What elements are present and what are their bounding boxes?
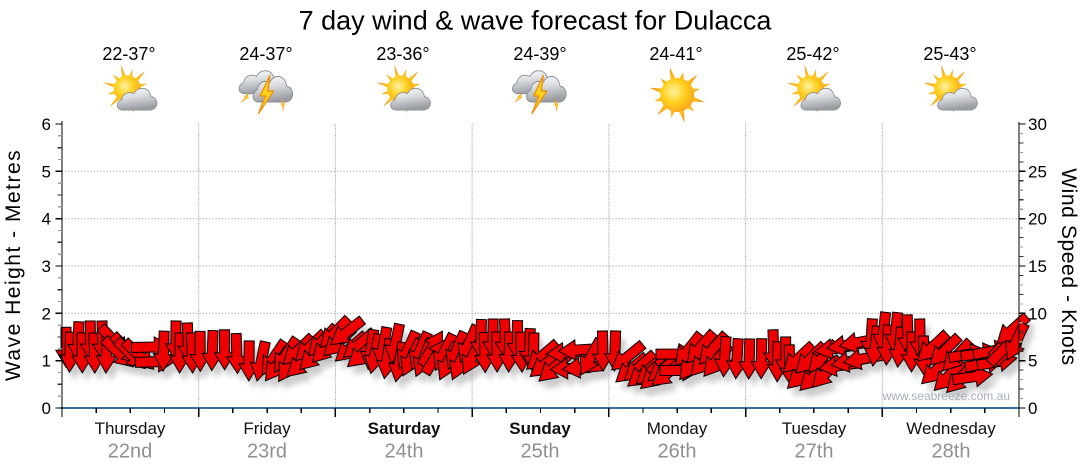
svg-text:7 day wind & wave forecast for: 7 day wind & wave forecast for Dulacca [299, 6, 773, 36]
svg-text:Tuesday: Tuesday [782, 419, 847, 438]
svg-text:24th: 24th [385, 441, 424, 463]
svg-text:30: 30 [1028, 115, 1047, 134]
svg-text:25th: 25th [521, 441, 560, 463]
svg-text:1: 1 [42, 352, 51, 371]
svg-text:22-37°: 22-37° [102, 44, 155, 64]
svg-text:25-43°: 25-43° [923, 44, 976, 64]
svg-text:22nd: 22nd [108, 441, 153, 463]
svg-text:Saturday: Saturday [368, 419, 441, 438]
svg-text:3: 3 [42, 257, 51, 276]
svg-text:24-41°: 24-41° [649, 44, 702, 64]
svg-text:2: 2 [42, 304, 51, 323]
svg-text:24-39°: 24-39° [513, 44, 566, 64]
svg-text:5: 5 [1028, 352, 1037, 371]
svg-text:Friday: Friday [243, 419, 291, 438]
svg-text:25: 25 [1028, 162, 1047, 181]
svg-text:27th: 27th [795, 441, 834, 463]
svg-text:Thursday: Thursday [95, 419, 166, 438]
svg-text:6: 6 [42, 115, 51, 134]
svg-text:28th: 28th [932, 441, 971, 463]
svg-text:15: 15 [1028, 257, 1047, 276]
svg-text:Wind Speed - Knots: Wind Speed - Knots [1057, 168, 1080, 366]
svg-text:Monday: Monday [647, 419, 708, 438]
svg-text:www.seabreeze.com.au: www.seabreeze.com.au [882, 389, 1010, 403]
svg-text:5: 5 [42, 162, 51, 181]
svg-text:Sunday: Sunday [509, 419, 571, 438]
svg-text:10: 10 [1028, 304, 1047, 323]
svg-text:0: 0 [42, 399, 51, 418]
svg-text:25-42°: 25-42° [786, 44, 839, 64]
svg-text:23rd: 23rd [247, 441, 287, 463]
svg-text:Wave Height - Metres: Wave Height - Metres [2, 149, 25, 381]
svg-text:23-36°: 23-36° [376, 44, 429, 64]
svg-text:26th: 26th [658, 441, 697, 463]
svg-text:Wednesday: Wednesday [906, 419, 996, 438]
svg-text:24-37°: 24-37° [239, 44, 292, 64]
svg-text:0: 0 [1028, 399, 1037, 418]
svg-text:4: 4 [42, 210, 51, 229]
svg-text:20: 20 [1028, 210, 1047, 229]
